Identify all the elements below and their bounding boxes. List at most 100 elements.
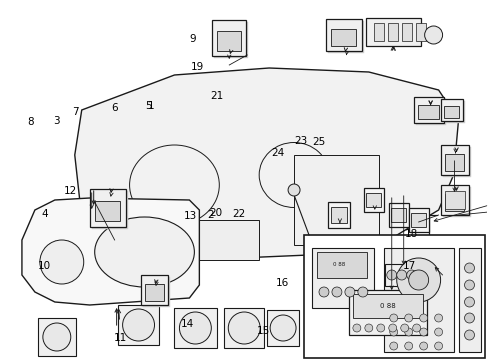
Circle shape — [396, 258, 440, 302]
Circle shape — [376, 324, 384, 332]
Ellipse shape — [95, 217, 194, 287]
Circle shape — [424, 26, 442, 44]
Polygon shape — [22, 198, 199, 305]
Text: 12: 12 — [64, 186, 77, 196]
Circle shape — [464, 330, 473, 340]
Circle shape — [228, 312, 260, 344]
Text: 4: 4 — [41, 209, 48, 219]
Bar — [373, 23, 383, 41]
Bar — [316, 252, 366, 278]
Bar — [348, 290, 426, 335]
Circle shape — [122, 309, 154, 341]
Bar — [174, 308, 217, 348]
Circle shape — [396, 270, 406, 280]
Bar — [92, 191, 127, 229]
Bar — [331, 29, 356, 46]
Bar — [442, 147, 469, 177]
Bar — [366, 193, 381, 207]
Bar — [442, 187, 469, 217]
Bar — [89, 189, 125, 227]
Text: 14: 14 — [181, 319, 194, 329]
Bar — [366, 18, 420, 46]
Polygon shape — [75, 68, 458, 258]
Circle shape — [400, 324, 408, 332]
Circle shape — [404, 328, 412, 336]
Text: 6: 6 — [111, 103, 118, 113]
Bar — [410, 213, 425, 227]
Circle shape — [419, 328, 427, 336]
Circle shape — [419, 342, 427, 350]
Circle shape — [434, 314, 442, 322]
Text: 24: 24 — [271, 148, 284, 158]
Circle shape — [404, 342, 412, 350]
Bar — [384, 264, 412, 286]
Text: 19: 19 — [190, 62, 203, 72]
Text: 25: 25 — [312, 137, 325, 147]
Circle shape — [40, 240, 83, 284]
Bar — [352, 294, 422, 318]
Circle shape — [406, 270, 416, 280]
Bar — [413, 97, 443, 123]
Text: 15: 15 — [256, 326, 269, 336]
Text: 8: 8 — [27, 117, 34, 127]
Bar — [224, 308, 264, 348]
Circle shape — [412, 324, 420, 332]
Bar — [266, 310, 299, 346]
Text: 13: 13 — [183, 211, 196, 221]
Bar — [458, 248, 481, 352]
Bar — [440, 185, 468, 215]
Text: 7: 7 — [72, 107, 79, 117]
Bar — [444, 154, 464, 171]
Bar — [440, 145, 468, 175]
Circle shape — [389, 314, 397, 322]
Circle shape — [364, 324, 372, 332]
Bar — [214, 22, 248, 58]
Circle shape — [464, 313, 473, 323]
Circle shape — [434, 328, 442, 336]
Bar — [144, 284, 164, 301]
Circle shape — [388, 324, 396, 332]
Bar — [194, 220, 259, 260]
Text: 9: 9 — [189, 34, 196, 44]
Circle shape — [287, 184, 300, 196]
Text: 3: 3 — [53, 116, 59, 126]
Text: 20: 20 — [208, 208, 222, 219]
Bar — [401, 23, 411, 41]
Circle shape — [331, 287, 341, 297]
Bar — [388, 203, 408, 227]
Text: 17: 17 — [402, 261, 415, 271]
Bar — [304, 235, 485, 358]
Text: 21: 21 — [210, 91, 223, 102]
Circle shape — [344, 287, 354, 297]
Text: 2: 2 — [207, 210, 213, 220]
Circle shape — [389, 342, 397, 350]
Text: 5: 5 — [145, 101, 152, 111]
Bar — [212, 20, 246, 56]
Text: 11: 11 — [114, 333, 127, 343]
Circle shape — [179, 312, 211, 344]
Circle shape — [408, 270, 428, 290]
Bar — [408, 208, 428, 232]
Bar — [217, 31, 241, 51]
Bar — [330, 207, 346, 223]
Bar — [363, 188, 383, 212]
Bar — [443, 106, 458, 118]
Circle shape — [318, 287, 328, 297]
Circle shape — [269, 315, 295, 341]
Bar — [390, 208, 406, 222]
Bar — [415, 99, 445, 125]
Text: 18: 18 — [405, 229, 418, 239]
Bar — [95, 201, 120, 221]
Bar — [327, 21, 363, 53]
Bar — [442, 101, 464, 123]
Circle shape — [434, 342, 442, 350]
Bar — [383, 248, 453, 352]
Circle shape — [464, 263, 473, 273]
Bar — [118, 305, 159, 345]
Circle shape — [389, 328, 397, 336]
Circle shape — [386, 270, 396, 280]
Text: 23: 23 — [294, 136, 307, 146]
Bar — [327, 202, 349, 228]
Text: 10: 10 — [38, 261, 51, 271]
Text: 1: 1 — [147, 101, 154, 111]
